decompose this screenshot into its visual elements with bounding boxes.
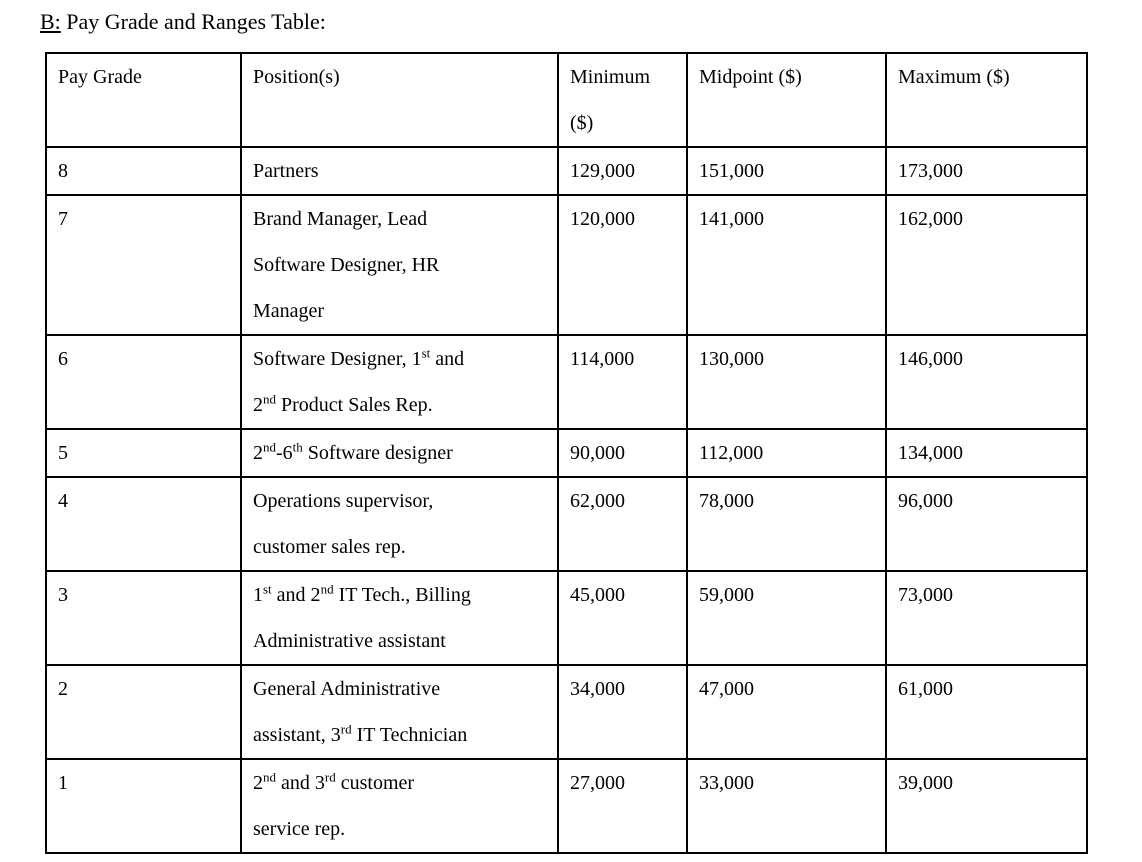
- cell-midpoint: 112,000: [686, 428, 887, 478]
- cell-maximum: 134,000: [885, 428, 1088, 478]
- cell-grade: 8: [45, 146, 242, 196]
- cell-positions: Operations supervisor, customer sales rep…: [240, 476, 559, 572]
- cell-maximum: 173,000: [885, 146, 1088, 196]
- cell-midpoint: 33,000: [686, 758, 887, 854]
- cell-midpoint: 59,000: [686, 570, 887, 666]
- page-title-prefix: B:: [40, 9, 61, 34]
- cell-minimum: 120,000: [557, 194, 688, 336]
- cell-midpoint: 151,000: [686, 146, 887, 196]
- cell-positions: Partners: [240, 146, 559, 196]
- cell-grade: 2: [45, 664, 242, 760]
- cell-positions: 2nd-6th Software designer: [240, 428, 559, 478]
- cell-maximum: 39,000: [885, 758, 1088, 854]
- pay-grade-table: Pay Grade Position(s) Minimum ($) Midpoint (…: [45, 52, 1088, 854]
- page-title: B: Pay Grade and Ranges Table:: [40, 8, 1142, 36]
- cell-midpoint: 141,000: [686, 194, 887, 336]
- column-header-grade: Pay Grade: [45, 52, 242, 148]
- cell-minimum: 45,000: [557, 570, 688, 666]
- column-header-positions: Position(s): [240, 52, 559, 148]
- table-row-grade-1: 1 2nd and 3rd customer service rep. 27,000 3…: [45, 758, 1088, 854]
- column-header-maximum: Maximum ($): [885, 52, 1088, 148]
- cell-grade: 6: [45, 334, 242, 430]
- cell-grade: 4: [45, 476, 242, 572]
- cell-minimum: 129,000: [557, 146, 688, 196]
- table-header-row: Pay Grade Position(s) Minimum ($) Midpoint (…: [45, 52, 1088, 148]
- page-title-text: Pay Grade and Ranges Table:: [60, 9, 326, 34]
- cell-maximum: 146,000: [885, 334, 1088, 430]
- cell-maximum: 162,000: [885, 194, 1088, 336]
- table-row-grade-2: 2 General Administrative assistant, 3rd IT…: [45, 664, 1088, 760]
- cell-positions: 1st and 2nd IT Tech., Billing Administrat…: [240, 570, 559, 666]
- cell-positions: Software Designer, 1st and 2nd Product Sa…: [240, 334, 559, 430]
- cell-maximum: 96,000: [885, 476, 1088, 572]
- cell-positions: General Administrative assistant, 3rd IT …: [240, 664, 559, 760]
- table-row-grade-8: 8 Partners 129,000 151,000 173,000: [45, 146, 1088, 196]
- cell-midpoint: 78,000: [686, 476, 887, 572]
- cell-minimum: 62,000: [557, 476, 688, 572]
- cell-midpoint: 47,000: [686, 664, 887, 760]
- cell-grade: 7: [45, 194, 242, 336]
- column-header-midpoint: Midpoint ($): [686, 52, 887, 148]
- cell-minimum: 114,000: [557, 334, 688, 430]
- cell-midpoint: 130,000: [686, 334, 887, 430]
- cell-minimum: 90,000: [557, 428, 688, 478]
- cell-minimum: 34,000: [557, 664, 688, 760]
- cell-positions: Brand Manager, Lead Software Designer, HR…: [240, 194, 559, 336]
- cell-grade: 5: [45, 428, 242, 478]
- cell-positions: 2nd and 3rd customer service rep.: [240, 758, 559, 854]
- table-row-grade-7: 7 Brand Manager, Lead Software Designer, H…: [45, 194, 1088, 336]
- table-row-grade-5: 5 2nd-6th Software designer 90,000 112,000 1…: [45, 428, 1088, 478]
- table-row-grade-4: 4 Operations supervisor, customer sales re…: [45, 476, 1088, 572]
- cell-maximum: 61,000: [885, 664, 1088, 760]
- cell-grade: 1: [45, 758, 242, 854]
- column-header-minimum: Minimum ($): [557, 52, 688, 148]
- cell-maximum: 73,000: [885, 570, 1088, 666]
- table-row-grade-3: 3 1st and 2nd IT Tech., Billing Administra…: [45, 570, 1088, 666]
- cell-minimum: 27,000: [557, 758, 688, 854]
- table-row-grade-6: 6 Software Designer, 1st and 2nd Product S…: [45, 334, 1088, 430]
- cell-grade: 3: [45, 570, 242, 666]
